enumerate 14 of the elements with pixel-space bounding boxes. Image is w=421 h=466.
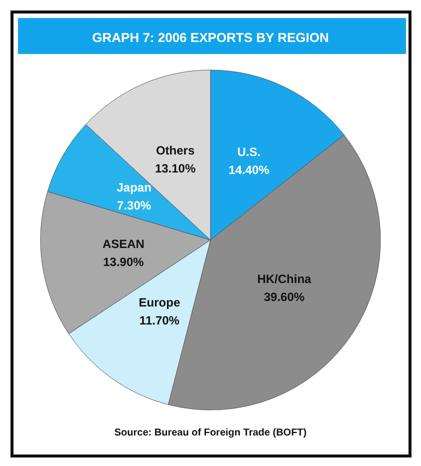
slice-label: Others <box>156 143 195 158</box>
chart-title: GRAPH 7: 2006 EXPORTS BY REGION <box>92 30 329 45</box>
data-label: 39.60% <box>264 290 305 304</box>
slice-label: U.S. <box>237 144 261 159</box>
slice-label: Europe <box>138 296 180 310</box>
slice-label: ASEAN <box>102 236 144 251</box>
source-note: Source: Bureau of Foreign Trade (BOFT) <box>114 428 307 438</box>
data-label: 7.30% <box>117 198 152 212</box>
slice-label: HK/China <box>257 272 312 286</box>
data-label: 14.40% <box>228 162 270 177</box>
data-label: 13.90% <box>103 254 144 269</box>
slice-label: Japan <box>116 180 152 194</box>
data-label: 11.70% <box>139 314 180 328</box>
data-label: 13.10% <box>154 161 196 176</box>
